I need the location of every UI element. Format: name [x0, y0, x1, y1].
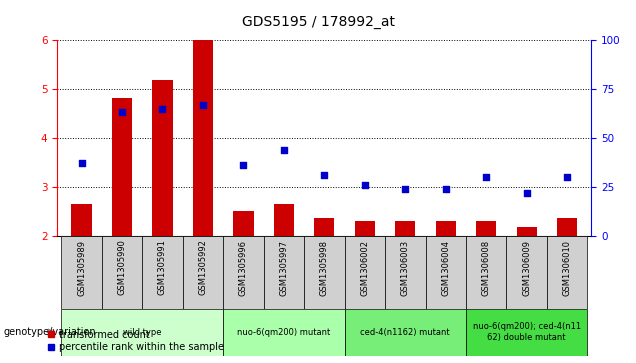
Text: GSM1305992: GSM1305992 — [198, 240, 207, 295]
Text: genotype/variation: genotype/variation — [3, 327, 96, 337]
Point — [117, 110, 127, 115]
Point — [441, 186, 451, 192]
Legend: transformed count, percentile rank within the sample: transformed count, percentile rank withi… — [43, 326, 228, 356]
Text: wild type: wild type — [123, 328, 162, 337]
Point — [76, 160, 86, 166]
Text: GSM1306004: GSM1306004 — [441, 240, 450, 295]
Point — [522, 190, 532, 196]
Text: GDS5195 / 178992_at: GDS5195 / 178992_at — [242, 15, 394, 29]
Point — [562, 174, 572, 180]
Bar — [345, 309, 466, 356]
Text: GSM1306003: GSM1306003 — [401, 240, 410, 296]
Bar — [142, 236, 183, 309]
Bar — [476, 221, 496, 236]
Point — [198, 102, 208, 107]
Text: GSM1305990: GSM1305990 — [118, 240, 127, 295]
Bar — [112, 98, 132, 236]
Bar — [385, 236, 425, 309]
Bar — [466, 236, 506, 309]
Bar — [425, 236, 466, 309]
Text: nuo-6(qm200) mutant: nuo-6(qm200) mutant — [237, 328, 331, 337]
Bar — [466, 309, 588, 356]
Text: GSM1305996: GSM1305996 — [239, 240, 248, 295]
Bar — [516, 227, 537, 236]
Text: GSM1305989: GSM1305989 — [77, 240, 86, 295]
Point — [360, 182, 370, 188]
Bar — [264, 236, 304, 309]
Text: nuo-6(qm200); ced-4(n11
62) double mutant: nuo-6(qm200); ced-4(n11 62) double mutan… — [473, 322, 581, 342]
Text: GSM1306002: GSM1306002 — [361, 240, 370, 295]
Text: ced-4(n1162) mutant: ced-4(n1162) mutant — [361, 328, 450, 337]
Text: GSM1306009: GSM1306009 — [522, 240, 531, 295]
Bar — [223, 236, 264, 309]
Bar — [71, 204, 92, 236]
Text: GSM1306008: GSM1306008 — [481, 240, 491, 296]
Bar — [506, 236, 547, 309]
Bar — [153, 80, 172, 236]
Point — [400, 186, 410, 192]
Text: GSM1306010: GSM1306010 — [563, 240, 572, 295]
Text: GSM1305991: GSM1305991 — [158, 240, 167, 295]
Bar — [436, 221, 456, 236]
Bar — [61, 309, 223, 356]
Bar — [233, 211, 254, 236]
Bar — [183, 236, 223, 309]
Bar — [557, 218, 577, 236]
Text: GSM1305997: GSM1305997 — [279, 240, 288, 295]
Bar — [304, 236, 345, 309]
Point — [157, 106, 167, 111]
Point — [238, 163, 249, 168]
Bar — [102, 236, 142, 309]
Bar — [223, 309, 345, 356]
Text: GSM1305998: GSM1305998 — [320, 240, 329, 295]
Bar — [61, 236, 102, 309]
Bar — [355, 221, 375, 236]
Point — [481, 174, 492, 180]
Bar — [273, 204, 294, 236]
Bar — [314, 218, 335, 236]
Bar — [395, 221, 415, 236]
Point — [279, 147, 289, 152]
Bar — [193, 39, 213, 236]
Point — [319, 172, 329, 178]
Bar — [345, 236, 385, 309]
Bar — [547, 236, 588, 309]
